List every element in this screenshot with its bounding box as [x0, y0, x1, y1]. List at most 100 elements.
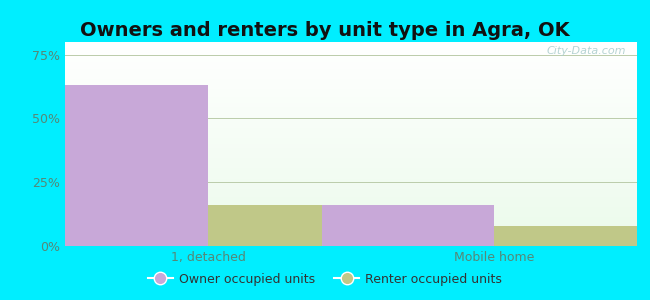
Bar	[65, 130, 637, 132]
Bar	[65, 113, 637, 116]
Bar	[65, 226, 637, 228]
Bar	[65, 240, 637, 242]
Bar	[65, 156, 637, 158]
Bar	[65, 140, 637, 142]
Bar	[65, 148, 637, 150]
Bar	[65, 162, 637, 164]
Bar	[65, 195, 637, 197]
Bar	[65, 119, 637, 122]
Bar	[65, 181, 637, 183]
Bar	[65, 205, 637, 207]
Bar	[322, 205, 494, 246]
Bar	[65, 128, 637, 130]
Bar	[65, 136, 637, 138]
Bar	[65, 215, 637, 217]
Bar	[65, 56, 637, 58]
Bar	[65, 91, 637, 93]
Bar	[65, 70, 637, 73]
Bar	[65, 232, 637, 234]
Bar	[65, 221, 637, 224]
Bar	[65, 134, 637, 136]
Bar	[65, 144, 637, 146]
Bar	[65, 238, 637, 240]
Bar	[65, 167, 637, 169]
Bar	[65, 138, 637, 140]
Bar	[65, 228, 637, 230]
Bar	[65, 164, 637, 166]
Bar	[65, 193, 637, 195]
Bar	[65, 234, 637, 236]
Bar	[65, 105, 637, 107]
Bar	[65, 132, 637, 134]
Bar	[65, 60, 637, 62]
Bar	[65, 67, 637, 68]
Bar	[65, 218, 637, 220]
Bar	[65, 236, 637, 238]
Bar	[65, 220, 637, 221]
Bar	[65, 48, 637, 50]
Bar	[65, 109, 637, 111]
Bar	[65, 122, 637, 124]
Bar	[65, 209, 637, 211]
Bar	[65, 64, 637, 67]
Bar	[65, 68, 637, 70]
Bar	[65, 103, 637, 105]
Bar	[208, 205, 380, 246]
Bar	[65, 242, 637, 244]
Bar	[65, 201, 637, 203]
Bar	[65, 213, 637, 215]
Bar	[65, 179, 637, 181]
Bar	[65, 58, 637, 60]
Bar	[65, 116, 637, 118]
Bar	[65, 75, 637, 77]
Bar	[65, 224, 637, 226]
Bar	[65, 50, 637, 52]
Bar	[65, 126, 637, 128]
Bar	[65, 89, 637, 91]
Bar	[65, 111, 637, 113]
Bar	[65, 158, 637, 160]
Bar	[65, 79, 637, 81]
Text: City-Data.com: City-Data.com	[546, 46, 625, 56]
Bar	[65, 118, 637, 119]
Bar	[65, 146, 637, 148]
Bar	[65, 44, 637, 46]
Bar	[65, 154, 637, 156]
Bar	[65, 207, 637, 209]
Bar	[65, 97, 637, 99]
Bar	[65, 87, 637, 89]
Bar	[65, 152, 637, 154]
Legend: Owner occupied units, Renter occupied units: Owner occupied units, Renter occupied un…	[143, 268, 507, 291]
Bar	[65, 54, 637, 56]
Bar	[65, 93, 637, 95]
Bar	[65, 175, 637, 177]
Bar	[65, 160, 637, 162]
Text: Owners and renters by unit type in Agra, OK: Owners and renters by unit type in Agra,…	[80, 21, 570, 40]
Bar	[65, 62, 637, 64]
Bar	[65, 73, 637, 75]
Bar	[65, 83, 637, 85]
Bar	[65, 244, 637, 246]
Bar	[65, 211, 637, 213]
Bar	[65, 77, 637, 79]
Bar	[65, 99, 637, 101]
Bar	[65, 107, 637, 109]
Bar	[65, 185, 637, 187]
Bar	[36, 85, 208, 246]
Bar	[65, 46, 637, 48]
Bar	[65, 189, 637, 191]
Bar	[65, 85, 637, 87]
Bar	[65, 95, 637, 97]
Bar	[65, 170, 637, 172]
Bar	[65, 42, 637, 44]
Bar	[65, 101, 637, 103]
Bar	[65, 187, 637, 189]
Bar	[65, 203, 637, 205]
Bar	[65, 142, 637, 144]
Bar	[65, 177, 637, 179]
Bar	[65, 199, 637, 201]
Bar	[65, 197, 637, 199]
Bar	[494, 226, 650, 246]
Bar	[65, 169, 637, 170]
Bar	[65, 150, 637, 152]
